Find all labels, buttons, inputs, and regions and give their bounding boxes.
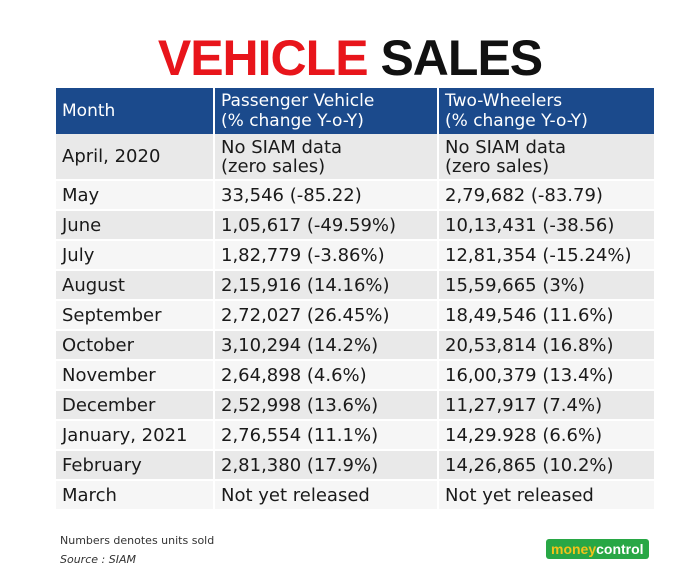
table-row: September 2,72,027 (26.45%) 18,49,546 (11.… xyxy=(56,300,654,331)
cell-passenger-vehicle: 2,52,998 (13.6%) xyxy=(214,390,439,421)
table-row: December 2,52,998 (13.6%) 11,27,917 (7.4%) xyxy=(56,390,654,421)
footnote-source: Source : SIAM xyxy=(60,553,136,566)
cell-month: December xyxy=(56,390,215,421)
header-tw-line2: (% change Y-o-Y) xyxy=(445,111,588,131)
vehicle-sales-table: Month Passenger Vehicle (% change Y-o-Y)… xyxy=(56,88,654,511)
table-row: August 2,15,916 (14.16%) 15,59,665 (3%) xyxy=(56,270,654,301)
cell-two-wheelers: 11,27,917 (7.4%) xyxy=(438,390,654,421)
logo-money: money xyxy=(551,541,597,557)
table-row: January, 2021 2,76,554 (11.1%) 14,29.928 (… xyxy=(56,420,654,451)
cell-two-wheelers: 14,29.928 (6.6%) xyxy=(438,420,654,451)
cell-passenger-vehicle: 1,82,779 (-3.86%) xyxy=(214,240,439,271)
table-body: April, 2020 No SIAM data (zero sales) No… xyxy=(56,134,654,511)
cell-two-wheelers: 18,49,546 (11.6%) xyxy=(438,300,654,331)
table-row: October 3,10,294 (14.2%) 20,53,814 (16.8%) xyxy=(56,330,654,361)
cell-two-wheelers: 12,81,354 (-15.24%) xyxy=(438,240,654,271)
table-row: April, 2020 No SIAM data (zero sales) No… xyxy=(56,134,654,181)
cell-month: April, 2020 xyxy=(56,134,215,181)
header-passenger-vehicle: Passenger Vehicle (% change Y-o-Y) xyxy=(214,88,439,134)
cell-two-wheelers: 20,53,814 (16.8%) xyxy=(438,330,654,361)
cell-passenger-vehicle: 2,76,554 (11.1%) xyxy=(214,420,439,451)
cell-passenger-vehicle: 33,546 (-85.22) xyxy=(214,180,439,211)
logo-control: control xyxy=(596,541,644,557)
cell-passenger-vehicle: 3,10,294 (14.2%) xyxy=(214,330,439,361)
moneycontrol-logo: moneycontrol xyxy=(546,539,649,559)
header-two-wheelers: Two-Wheelers (% change Y-o-Y) xyxy=(438,88,654,134)
cell-month: October xyxy=(56,330,215,361)
cell-month: June xyxy=(56,210,215,241)
cell-pv-line1: No SIAM data xyxy=(221,136,343,158)
cell-pv-line2: (zero sales) xyxy=(221,155,326,177)
page-title: VEHICLE SALES xyxy=(0,30,700,86)
table-row: March Not yet released Not yet released xyxy=(56,480,654,511)
cell-two-wheelers: No SIAM data (zero sales) xyxy=(438,134,654,181)
footnote-units: Numbers denotes units sold xyxy=(60,534,215,547)
table-row: May 33,546 (-85.22) 2,79,682 (-83.79) xyxy=(56,180,654,211)
header-tw-line1: Two-Wheelers xyxy=(445,91,563,111)
cell-passenger-vehicle: No SIAM data (zero sales) xyxy=(214,134,439,181)
cell-passenger-vehicle: 2,15,916 (14.16%) xyxy=(214,270,439,301)
cell-passenger-vehicle: 2,72,027 (26.45%) xyxy=(214,300,439,331)
table-row: July 1,82,779 (-3.86%) 12,81,354 (-15.24%) xyxy=(56,240,654,271)
cell-tw-line2: (zero sales) xyxy=(445,155,550,177)
header-month: Month xyxy=(56,88,215,134)
table-header-row: Month Passenger Vehicle (% change Y-o-Y)… xyxy=(56,88,654,134)
header-pv-line1: Passenger Vehicle xyxy=(221,91,375,111)
table-row: November 2,64,898 (4.6%) 16,00,379 (13.4%) xyxy=(56,360,654,391)
cell-month: November xyxy=(56,360,215,391)
title-sales: SALES xyxy=(380,30,543,86)
table-row: February 2,81,380 (17.9%) 14,26,865 (10.2%… xyxy=(56,450,654,481)
cell-month: March xyxy=(56,480,215,511)
cell-month: May xyxy=(56,180,215,211)
cell-tw-line1: No SIAM data xyxy=(445,136,567,158)
header-month-label: Month xyxy=(62,101,116,121)
cell-two-wheelers: Not yet released xyxy=(438,480,654,511)
cell-month: July xyxy=(56,240,215,271)
cell-two-wheelers: 15,59,665 (3%) xyxy=(438,270,654,301)
cell-passenger-vehicle: 2,64,898 (4.6%) xyxy=(214,360,439,391)
cell-passenger-vehicle: 1,05,617 (-49.59%) xyxy=(214,210,439,241)
header-pv-line2: (% change Y-o-Y) xyxy=(221,111,364,131)
cell-month: February xyxy=(56,450,215,481)
cell-month: August xyxy=(56,270,215,301)
cell-two-wheelers: 10,13,431 (-38.56) xyxy=(438,210,654,241)
cell-two-wheelers: 16,00,379 (13.4%) xyxy=(438,360,654,391)
table-row: June 1,05,617 (-49.59%) 10,13,431 (-38.56) xyxy=(56,210,654,241)
cell-passenger-vehicle: 2,81,380 (17.9%) xyxy=(214,450,439,481)
title-vehicle: VEHICLE xyxy=(157,30,369,86)
cell-passenger-vehicle: Not yet released xyxy=(214,480,439,511)
cell-month: September xyxy=(56,300,215,331)
cell-month: January, 2021 xyxy=(56,420,215,451)
cell-two-wheelers: 14,26,865 (10.2%) xyxy=(438,450,654,481)
cell-two-wheelers: 2,79,682 (-83.79) xyxy=(438,180,654,211)
